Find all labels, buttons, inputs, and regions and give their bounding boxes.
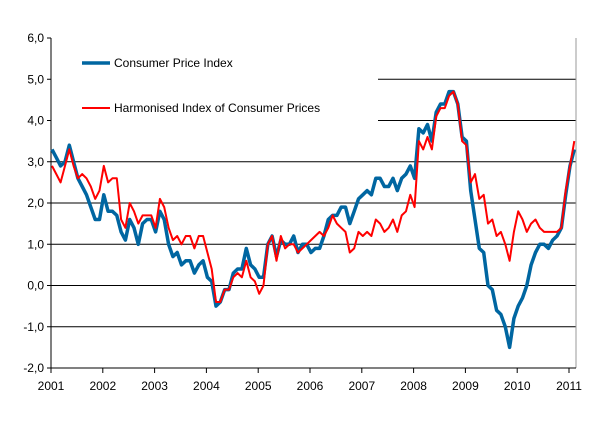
legend: Consumer Price Index Harmonised Index of…	[82, 56, 320, 115]
y-tick-label: 2,0	[27, 196, 44, 210]
x-tick-label: 2008	[400, 379, 427, 393]
y-tick-label: 5,0	[27, 72, 44, 86]
series-lines	[50, 89, 576, 350]
series-line-hicp	[51, 90, 576, 303]
x-tick-label: 2002	[89, 379, 116, 393]
y-tick-label: 4,0	[27, 114, 44, 128]
x-tick-label: 2006	[297, 379, 324, 393]
y-tick-label: 0,0	[27, 279, 44, 293]
series-line-cpi	[50, 89, 576, 350]
x-tick-label: 2011	[556, 379, 582, 393]
y-tick-label: -1,0	[23, 320, 44, 334]
y-tick-label: 6,0	[27, 31, 44, 45]
x-tick-label: 2003	[141, 379, 168, 393]
x-tick-label: 2001	[38, 379, 65, 393]
y-tick-label: 3,0	[27, 155, 44, 169]
y-axis-ticks: -2,0 -1,0 0,0 1,0 2,0 3,0 4,0 5,0 6,0	[23, 31, 51, 375]
y-tick-label: -2,0	[23, 361, 44, 375]
x-tick-label: 2005	[245, 379, 272, 393]
legend-label-cpi: Consumer Price Index	[114, 56, 233, 70]
x-tick-label: 2004	[193, 379, 220, 393]
y-tick-label: 1,0	[27, 237, 44, 251]
x-axis-ticks: 2001 2002 2003 2004 2005 2006 2007 2008 2009 2010…	[38, 368, 582, 393]
legend-label-hicp: Harmonised Index of Consumer Prices	[114, 101, 320, 115]
x-tick-label: 2010	[504, 379, 531, 393]
x-tick-label: 2007	[348, 379, 375, 393]
x-tick-label: 2009	[452, 379, 479, 393]
